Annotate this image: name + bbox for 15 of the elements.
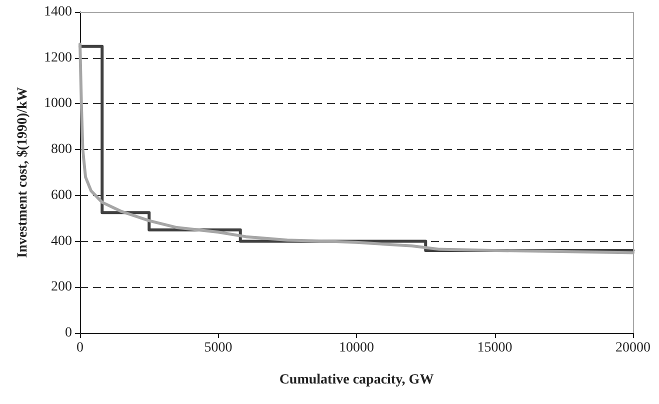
y-tick-label: 1400 [44,4,72,20]
x-tick-label: 15000 [477,340,512,356]
x-tick-label: 0 [76,340,84,356]
y-tick-label: 0 [65,326,72,340]
y-tick-label: 400 [51,234,72,249]
y-tick-label: 1200 [44,50,72,66]
y-tick-label: 200 [51,280,72,295]
y-axis-title: Investment cost, $(1990)/kW [16,87,30,258]
y-tick-label: 1000 [44,96,72,112]
y-tick-label: 600 [51,188,72,203]
x-axis-title: Cumulative capacity, GW [279,372,434,388]
x-tick-label: 20000 [616,340,650,356]
y-tick-label: 800 [51,142,72,158]
x-tick-label: 5000 [204,340,232,356]
x-tick-label: 10000 [339,340,374,356]
